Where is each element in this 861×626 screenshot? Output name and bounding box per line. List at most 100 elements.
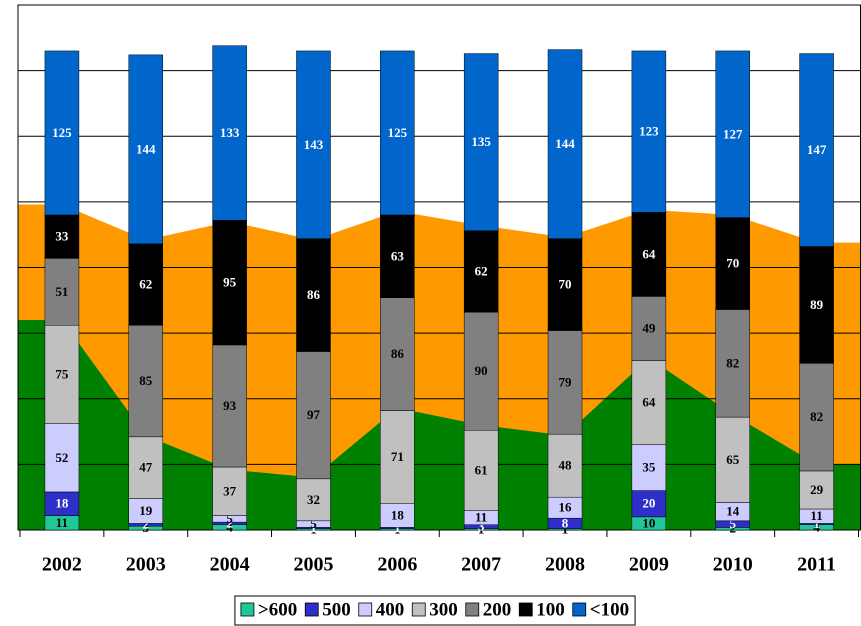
x-tick-label: 2008 — [545, 554, 585, 576]
legend-swatch — [411, 602, 426, 617]
value-label: 95 — [223, 275, 237, 290]
value-label: 32 — [307, 492, 320, 507]
legend-swatch — [572, 602, 587, 617]
bar-segment — [296, 478, 331, 522]
bar-segment — [128, 54, 164, 245]
legend: >600 500 400 300 200 100 <100 — [234, 595, 636, 626]
x-tick-label: 2002 — [42, 554, 82, 576]
value-label: 29 — [810, 482, 824, 497]
bar-segment — [380, 410, 415, 504]
legend-swatch — [358, 602, 373, 617]
value-label: 93 — [223, 398, 237, 413]
bar-segment — [44, 258, 80, 326]
value-label: 89 — [810, 297, 824, 312]
legend-label: 500 — [322, 599, 351, 620]
value-label: 64 — [642, 246, 656, 261]
x-tick-label: 2011 — [797, 554, 836, 576]
bar-segment — [547, 49, 583, 239]
value-label: 144 — [136, 141, 156, 156]
value-label: 8 — [562, 515, 569, 530]
bar-segment — [631, 444, 667, 491]
legend-label: 100 — [536, 599, 565, 620]
value-label: 18 — [55, 496, 69, 511]
bar-segment — [380, 50, 415, 216]
bar-segment — [463, 53, 499, 231]
value-label: 86 — [391, 346, 405, 361]
value-label: 18 — [391, 508, 405, 523]
value-label: 10 — [642, 515, 655, 530]
value-label: 123 — [639, 124, 659, 139]
value-label: 82 — [810, 409, 823, 424]
value-label: 82 — [726, 355, 739, 370]
legend-label: >600 — [258, 599, 297, 620]
value-label: 125 — [52, 125, 72, 140]
bar-segment — [631, 296, 667, 361]
bar-segment — [715, 50, 750, 218]
bar-segment — [463, 230, 499, 313]
value-label: 147 — [807, 142, 827, 157]
bar-segment — [212, 344, 247, 468]
bar-segment — [631, 212, 667, 297]
value-label: 63 — [391, 248, 405, 263]
bar-segment — [631, 360, 667, 445]
value-label: 35 — [642, 460, 656, 475]
legend-label: 400 — [376, 599, 405, 620]
bar-segment — [380, 297, 415, 411]
value-label: 79 — [559, 374, 573, 389]
bar-segment — [212, 220, 247, 346]
value-label: 2 — [143, 517, 150, 532]
value-label: 14 — [726, 504, 740, 519]
bar-segment — [128, 436, 164, 499]
value-label: 144 — [555, 136, 575, 151]
legend-label: 200 — [483, 599, 512, 620]
value-label: 5 — [729, 516, 736, 531]
bar-segment — [463, 430, 499, 511]
value-label: 5 — [226, 511, 233, 526]
legend-label: <100 — [590, 599, 629, 620]
value-label: 125 — [388, 125, 408, 140]
value-label: 70 — [559, 277, 572, 292]
bar-segment — [631, 50, 667, 213]
bar-segment — [380, 214, 415, 298]
value-label: 90 — [475, 363, 488, 378]
x-tick-label: 2004 — [210, 554, 250, 576]
bar-segment — [547, 433, 583, 498]
bar-segment — [212, 45, 247, 221]
bar-segment — [128, 243, 164, 326]
value-label: 75 — [55, 366, 69, 381]
value-label: 85 — [139, 373, 153, 388]
value-label: 49 — [642, 321, 656, 336]
bar-segment — [547, 238, 583, 331]
value-label: 2 — [729, 521, 736, 536]
bar-segment — [44, 423, 80, 493]
bar-segment — [44, 50, 80, 216]
bar-segment — [547, 330, 583, 435]
bar-segment — [799, 470, 834, 510]
value-label: 33 — [55, 229, 69, 244]
value-label: 3 — [478, 519, 485, 534]
bar-segment — [296, 50, 331, 239]
x-tick-label: 2006 — [377, 554, 417, 576]
value-label: 86 — [307, 287, 321, 302]
legend-frame — [234, 595, 636, 626]
value-label: 71 — [391, 449, 404, 464]
value-label: 143 — [304, 137, 324, 152]
value-label: 62 — [139, 277, 152, 292]
value-label: 133 — [220, 125, 240, 140]
value-label: 19 — [139, 503, 153, 518]
value-label: 51 — [55, 284, 68, 299]
x-tick-label: 2009 — [629, 554, 669, 576]
value-label: 48 — [559, 458, 573, 473]
value-label: 47 — [139, 460, 153, 475]
value-label: 11 — [810, 508, 822, 523]
value-label: 62 — [475, 263, 488, 278]
legend-label: 300 — [429, 599, 458, 620]
value-label: 37 — [223, 483, 237, 498]
value-label: 11 — [475, 510, 487, 525]
value-label: 3 — [143, 520, 150, 535]
x-tick-label: 2007 — [461, 554, 501, 576]
bar-segment — [128, 498, 164, 524]
x-tick-label: 2010 — [713, 554, 753, 576]
bar-segment — [44, 325, 80, 424]
